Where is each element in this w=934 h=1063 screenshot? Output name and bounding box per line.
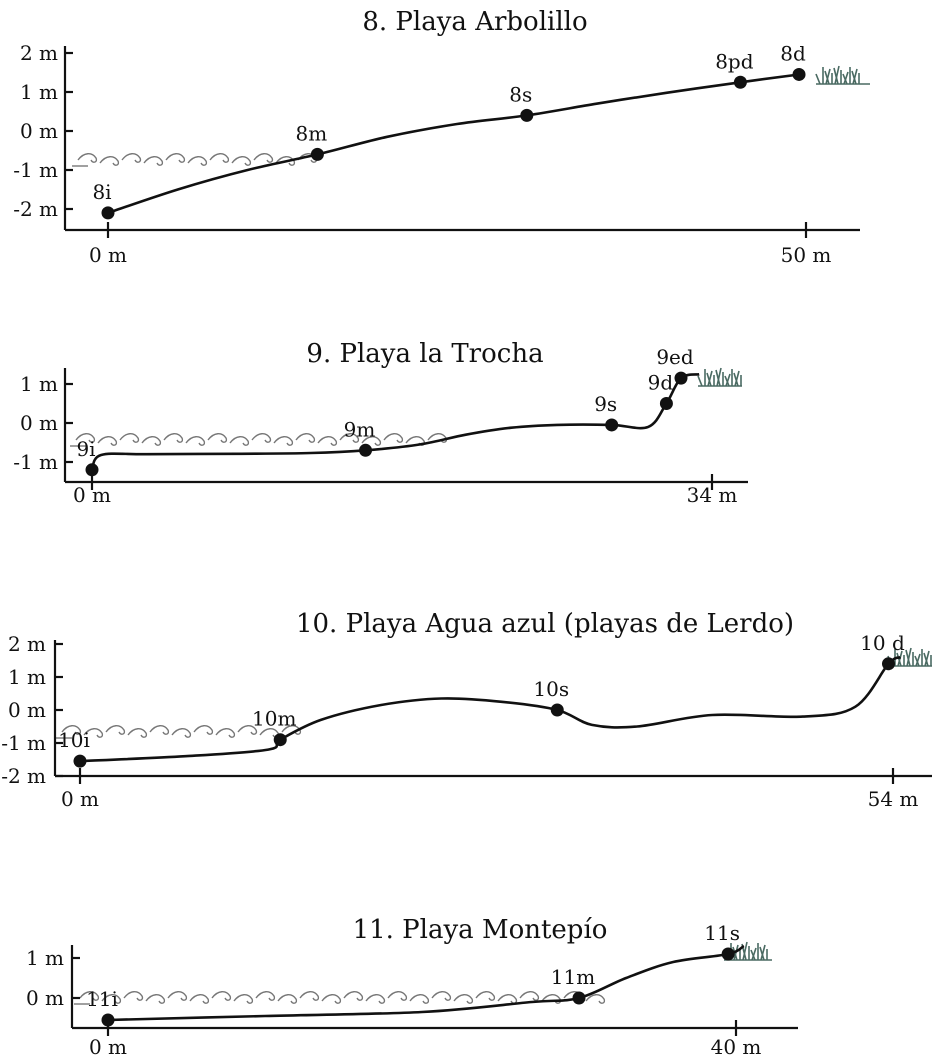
sample-point-label: 8s xyxy=(509,82,532,106)
water-waves-icon xyxy=(74,991,606,1005)
sample-point-9s xyxy=(605,418,619,432)
sample-point-8s xyxy=(520,108,534,122)
y-tick-label: 2 m xyxy=(8,632,46,656)
x-tick-label: 40 m xyxy=(711,1035,762,1059)
x-tick-label: 54 m xyxy=(868,787,919,811)
x-tick-label: 0 m xyxy=(89,1035,127,1059)
sample-point-label: 10s xyxy=(533,677,569,701)
y-tick-label: -2 m xyxy=(1,764,46,788)
sample-point-label: 10m xyxy=(252,707,296,731)
y-tick-label: -1 m xyxy=(13,450,58,474)
sample-point-label: 9d xyxy=(648,371,674,395)
sample-point-label: 11m xyxy=(551,965,595,989)
water-waves-icon xyxy=(70,433,448,447)
y-tick-label: -1 m xyxy=(13,158,58,182)
beach-profile-line xyxy=(107,73,800,215)
y-tick-label: 1 m xyxy=(20,372,58,396)
sample-point-label: 8i xyxy=(92,180,111,204)
sample-point-8pd xyxy=(733,75,747,89)
sample-point-8i xyxy=(101,206,115,220)
y-tick-label: -2 m xyxy=(13,197,58,221)
water-waves-icon xyxy=(72,153,318,167)
grass-icon xyxy=(815,65,870,85)
chart-title: 9. Playa la Trocha xyxy=(306,339,543,369)
sample-point-8m xyxy=(310,147,324,161)
grass-icon xyxy=(723,941,772,961)
sample-point-label: 8m xyxy=(296,121,328,145)
sample-point-10s xyxy=(550,703,564,717)
sample-point-label: 11i xyxy=(86,987,118,1011)
sample-point-label: 9s xyxy=(594,392,617,416)
x-tick-label: 0 m xyxy=(61,787,99,811)
sample-point-label: 8pd xyxy=(715,49,754,73)
sample-point-label: 10 d xyxy=(860,631,905,655)
y-tick-label: 0 m xyxy=(26,986,64,1010)
x-tick-label: 50 m xyxy=(781,243,832,267)
sample-point-label: 10i xyxy=(58,728,90,752)
y-tick-label: 1 m xyxy=(20,80,58,104)
sample-point-label: 9i xyxy=(76,437,95,461)
sample-point-8d xyxy=(792,67,806,81)
profile-panel-8: 8. Playa Arbolillo 2 m 1 m 0 m -1 m -2 m 0 m 50… xyxy=(13,7,870,267)
y-tick-label: 0 m xyxy=(20,119,58,143)
sample-point-10d xyxy=(881,657,895,671)
sample-point-9d xyxy=(659,397,673,410)
beach-profile-line xyxy=(79,655,902,763)
x-tick-label: 0 m xyxy=(89,243,127,267)
grass-icon xyxy=(697,367,742,387)
sample-point-label: 9m xyxy=(344,417,376,441)
profile-panel-9: 9. Playa la Trocha 1 m 0 m -1 m 0 m 34 m 9i 9m 9… xyxy=(13,339,748,507)
y-tick-label: 0 m xyxy=(20,411,58,435)
y-tick-label: 2 m xyxy=(20,41,58,65)
sample-point-9m xyxy=(359,443,373,457)
sample-point-label: 8d xyxy=(780,41,806,65)
beach-profile-line xyxy=(107,944,745,1022)
y-tick-label: 1 m xyxy=(8,665,46,689)
profile-panel-10: 10. Playa Agua azul (playas de Lerdo) 2 m… xyxy=(1,609,932,811)
chart-title: 10. Playa Agua azul (playas de Lerdo) xyxy=(296,609,794,639)
sample-point-11i xyxy=(101,1013,115,1027)
sample-point-label: 11s xyxy=(704,921,740,945)
y-tick-label: 1 m xyxy=(26,946,64,970)
x-tick-label: 34 m xyxy=(687,483,738,507)
sample-point-9i xyxy=(85,463,99,477)
chart-title: 11. Playa Montepío xyxy=(353,915,608,945)
sample-point-11m xyxy=(572,991,586,1005)
profile-panel-11: 11. Playa Montepío 1 m 0 m 0 m 40 m 11i 11m 11s xyxy=(26,915,798,1059)
sample-point-11s xyxy=(721,947,735,961)
beach-profile-line xyxy=(90,373,700,471)
sample-point-10m xyxy=(273,733,287,747)
y-tick-label: -1 m xyxy=(1,731,46,755)
x-tick-label: 0 m xyxy=(73,483,111,507)
y-tick-label: 0 m xyxy=(8,698,46,722)
sample-point-label: 9ed xyxy=(656,345,694,369)
sample-point-10i xyxy=(73,754,87,768)
sample-point-9ed xyxy=(674,371,688,385)
chart-title: 8. Playa Arbolillo xyxy=(362,7,587,37)
